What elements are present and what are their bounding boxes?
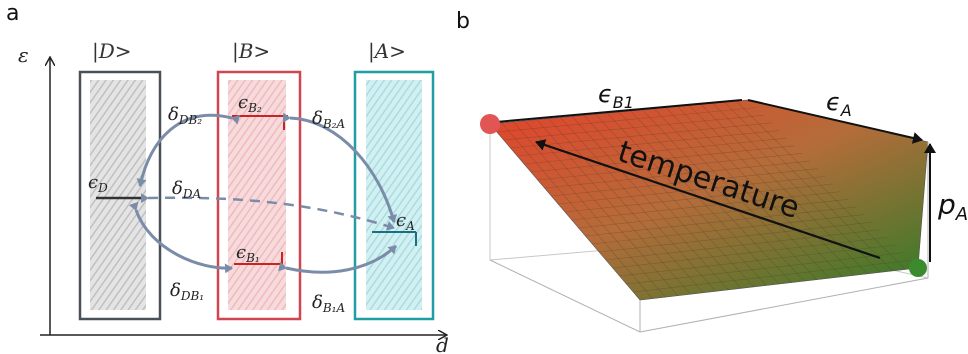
grid-line [536, 119, 691, 295]
coupling-dDB2-label: δDB₂ [168, 104, 202, 127]
grid-line [544, 160, 810, 189]
temperature-arrow [535, 139, 881, 260]
grid-line [530, 145, 795, 173]
grid-line [551, 168, 818, 197]
end-point-green [909, 259, 927, 277]
state-a-ket: |A> [368, 39, 406, 64]
coupling-dB1A-label: δB₁A [312, 292, 345, 315]
grid-line [517, 130, 779, 157]
state-b-ket: |B> [232, 39, 270, 64]
panel-a: a ε d |D> |B> |A> ϵD ϵB₂ ϵB₁ ϵA [6, 1, 449, 354]
grid-line [736, 100, 906, 270]
grid-line [619, 244, 895, 277]
grid-line [501, 122, 653, 299]
grid-line [585, 206, 857, 237]
bounding-box-front [489, 142, 929, 333]
grid-line [677, 106, 843, 277]
grid-line [571, 116, 729, 291]
grid-line [578, 198, 849, 229]
grid-line [642, 109, 805, 282]
eps-b1-label: ϵB1 [598, 80, 634, 112]
grid-line [630, 110, 792, 283]
panel-a-label: a [6, 1, 19, 26]
coupling-dB2A-label: δB₂A [312, 108, 345, 131]
grid-line [653, 108, 818, 280]
arrow-DA [140, 193, 395, 231]
grid-line [665, 107, 830, 279]
arrow-DB1 [128, 201, 233, 274]
grid-line [537, 153, 803, 181]
grid-line [599, 221, 872, 253]
grid-line [605, 229, 880, 261]
grid-line [712, 103, 881, 273]
grid-line [633, 260, 911, 293]
grid-line [510, 122, 772, 149]
grid-line [571, 191, 841, 221]
eps-b1-arrow [486, 99, 743, 129]
panel-b: b ϵB1 ϵA pA t [456, 9, 968, 333]
grid-line [689, 105, 856, 276]
arrow-DB2 [136, 113, 241, 187]
distance-axis-label: d [436, 333, 449, 354]
energy-axis-label: ε [18, 43, 29, 67]
grid-line [612, 237, 888, 269]
grid-line [595, 113, 754, 288]
eps-a-arrow [747, 99, 923, 144]
grid-line [560, 117, 717, 292]
panel-b-label: b [456, 9, 470, 34]
grid-line [626, 252, 903, 285]
grid-line [592, 214, 864, 245]
grid-line [503, 114, 764, 141]
eps-a-label: ϵA [826, 88, 852, 120]
state-d-hatch [90, 80, 146, 310]
state-d-ket: |D> [92, 39, 132, 64]
level-eD-label: ϵD [88, 172, 108, 195]
grid-line [524, 137, 787, 165]
start-point-red [480, 114, 500, 134]
coupling-dDB1-label: δDB₁ [170, 280, 204, 303]
grid-line [496, 107, 756, 133]
grid-line [548, 118, 704, 293]
grid-line [513, 121, 666, 298]
grid-line [724, 101, 893, 272]
arrow-B1A [278, 244, 398, 274]
p-a-label: pA [937, 188, 968, 225]
state-a-hatch [366, 80, 422, 310]
grid-line [607, 112, 767, 286]
grid-line [524, 120, 679, 296]
level-eB2-label: ϵB₂ [238, 92, 262, 115]
level-eB1-label: ϵB₁ [236, 242, 260, 265]
grid-line [583, 115, 742, 289]
grid-line [558, 176, 826, 205]
coupling-dDA-label: δDA [172, 178, 201, 201]
level-eA-label: ϵA [396, 210, 415, 233]
